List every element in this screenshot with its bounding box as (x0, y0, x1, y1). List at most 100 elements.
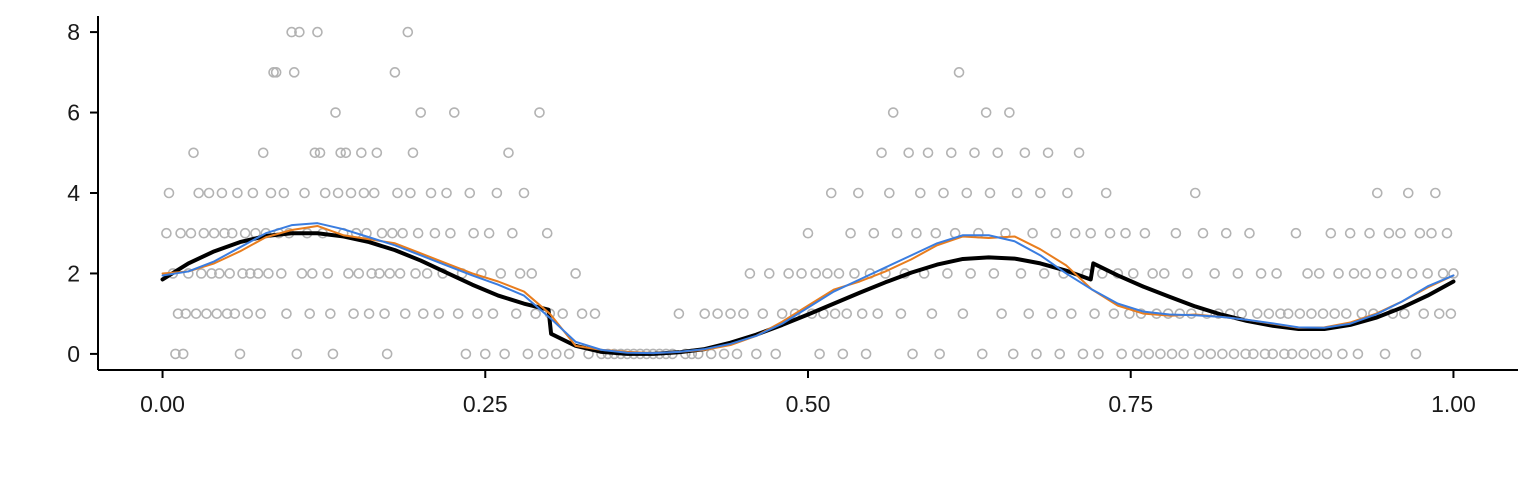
data-point (211, 308, 223, 319)
data-point (281, 308, 292, 319)
series-line-black (160, 231, 1456, 356)
data-point (957, 308, 969, 319)
data-point (232, 187, 243, 199)
data-point (1313, 268, 1325, 279)
data-point (1364, 227, 1375, 239)
data-point (1131, 348, 1143, 360)
data-point (252, 268, 264, 279)
data-point (1321, 348, 1333, 360)
data-point (366, 268, 377, 279)
data-point (992, 147, 1004, 159)
data-point (245, 268, 256, 279)
data-point (464, 187, 476, 199)
data-point (699, 308, 711, 319)
data-point (201, 308, 212, 319)
data-point (1104, 227, 1116, 239)
data-point (1217, 348, 1228, 360)
data-point (1391, 268, 1402, 279)
data-point (1248, 348, 1259, 360)
data-point (224, 268, 235, 279)
data-point (1341, 308, 1352, 319)
data-point (1282, 308, 1294, 319)
data-point (1139, 227, 1151, 239)
data-point (314, 147, 326, 159)
data-point (429, 227, 441, 239)
data-point (172, 308, 184, 319)
data-point (1089, 308, 1100, 319)
data-point (170, 348, 181, 360)
data-point (445, 227, 456, 239)
data-point (237, 268, 248, 279)
data-point (845, 227, 856, 239)
data-point (491, 187, 503, 199)
data-point (550, 348, 562, 360)
data-point (221, 308, 233, 319)
data-point (1306, 308, 1317, 319)
data-point (770, 348, 782, 360)
data-point (1399, 308, 1410, 319)
data-points (161, 26, 1459, 360)
data-point (1054, 348, 1066, 360)
data-point (1182, 268, 1193, 279)
data-point (1352, 348, 1364, 360)
data-point (510, 308, 522, 319)
data-point (206, 268, 217, 279)
data-point (1062, 187, 1073, 199)
data-point (335, 147, 346, 159)
data-point (705, 348, 717, 360)
data-point (1220, 227, 1232, 239)
data-point (526, 268, 538, 279)
data-point (247, 187, 259, 199)
data-point (731, 348, 743, 360)
data-point (895, 308, 907, 319)
data-point (1263, 308, 1275, 319)
data-point (483, 227, 495, 239)
data-point (468, 227, 479, 239)
data-point (330, 107, 341, 118)
data-point (576, 308, 588, 319)
data-point (1232, 268, 1244, 279)
data-point (837, 348, 849, 360)
data-point (407, 147, 419, 159)
data-point (1383, 227, 1395, 239)
data-point (1143, 348, 1155, 360)
data-point (1290, 227, 1302, 239)
series-line-blue (161, 222, 1455, 355)
data-point (860, 348, 872, 360)
data-point (907, 348, 918, 360)
data-point (922, 147, 934, 159)
data-point (361, 227, 372, 239)
data-point (219, 227, 230, 239)
data-point (415, 107, 427, 118)
data-point (872, 308, 884, 319)
data-point (1402, 187, 1414, 199)
data-point (376, 227, 388, 239)
data-point (530, 308, 541, 319)
data-point (358, 187, 370, 199)
y-tick-label: 8 (67, 19, 80, 45)
data-point (288, 67, 300, 78)
data-point (379, 308, 390, 319)
data-point (1050, 227, 1062, 239)
data-point (1337, 348, 1348, 360)
data-point (1158, 268, 1170, 279)
data-point (1027, 227, 1038, 239)
data-point (1298, 348, 1310, 360)
data-point (738, 308, 749, 319)
data-point (1371, 187, 1383, 199)
data-point (374, 268, 385, 279)
fitted-curves (160, 222, 1456, 356)
data-point (822, 268, 833, 279)
data-point (915, 187, 926, 199)
data-point (368, 187, 380, 199)
data-point (203, 187, 215, 199)
data-point (503, 147, 514, 159)
data-point (180, 308, 192, 319)
data-point (849, 268, 860, 279)
data-point (1348, 268, 1360, 279)
data-point (942, 268, 953, 279)
data-point (296, 268, 308, 279)
y-tick-label: 2 (67, 260, 80, 286)
data-point (294, 26, 305, 38)
data-point (1267, 348, 1279, 360)
